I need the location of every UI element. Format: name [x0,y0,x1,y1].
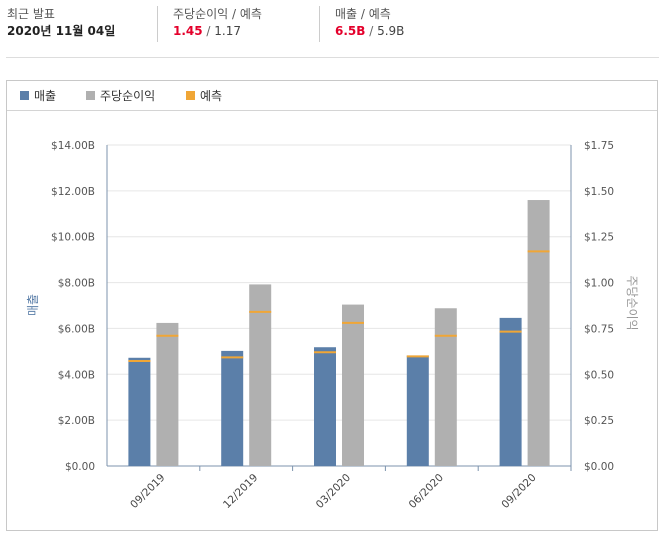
earnings-summary: 최근 발표 2020년 11월 04일 주당순이익 / 예측 1.45 / 1.… [0,0,667,58]
y-right-tick-label: $1.25 [584,232,614,244]
latest-report: 최근 발표 2020년 11월 04일 [7,6,115,39]
summary-divider [6,57,659,58]
eps-summary: 주당순이익 / 예측 1.45 / 1.17 [173,6,262,39]
y-left-tick-label: $8.00B [58,278,95,290]
y-right-tick-label: $0.50 [584,369,614,381]
y-left-tick-label: $2.00B [58,415,95,427]
y-right-tick-label: $1.75 [584,140,614,152]
y-left-tick-label: $0.00 [65,461,95,473]
legend-item-eps[interactable]: 주당순이익 [86,89,155,103]
latest-report-date: 2020년 11월 04일 [7,24,116,38]
x-tick-label: 12/2019 [221,472,260,511]
eps-summary-label: 주당순이익 / 예측 [173,7,262,21]
revenue-bar [406,355,429,466]
revenue-summary: 매출 / 예측 6.5B / 5.9B [335,6,404,39]
y-right-tick-label: $1.00 [584,278,614,290]
revenue-bar [128,357,151,466]
revenue-separator: / [365,24,378,38]
legend-swatch-forecast [186,91,195,100]
eps-bar [527,200,550,466]
x-tick-label: 06/2020 [407,472,446,511]
y-right-axis-title: 주당순이익 [625,275,639,330]
legend-item-revenue[interactable]: 매출 [20,89,56,103]
revenue-estimate: 5.9B [377,24,405,38]
revenue-bar [221,350,244,466]
revenue-summary-label: 매출 / 예측 [335,7,391,21]
y-right-tick-label: $0.25 [584,415,614,427]
chart-legend: 매출 주당순이익 예측 [7,81,657,111]
y-right-tick-label: $1.50 [584,186,614,198]
legend-swatch-revenue [20,91,29,100]
eps-separator: / [202,24,215,38]
revenue-bar [314,347,336,466]
legend-label-revenue: 매출 [34,89,57,103]
x-tick-label: 09/2019 [128,472,167,511]
eps-bar [434,308,457,466]
eps-estimate: 1.17 [214,24,241,38]
divider [319,6,320,42]
y-right-tick-label: $0.75 [584,323,614,335]
eps-bar [156,322,179,466]
revenue-actual: 6.5B [335,24,366,38]
divider [157,6,158,42]
y-left-tick-label: $6.00B [58,323,95,335]
y-right-tick-label: $0.00 [584,461,614,473]
legend-label-eps: 주당순이익 [100,89,156,103]
legend-item-forecast[interactable]: 예측 [186,89,222,103]
legend-swatch-eps [86,91,95,100]
y-left-tick-label: $12.00B [51,186,95,198]
revenue-bar [499,317,522,466]
eps-actual: 1.45 [173,24,203,38]
eps-bar [249,284,272,466]
y-left-tick-label: $10.00B [51,232,95,244]
x-tick-label: 03/2020 [314,472,353,511]
y-left-axis-title: 매출 [26,294,40,316]
latest-report-label: 최근 발표 [7,7,55,21]
eps-bar [342,304,364,466]
x-tick-label: 09/2020 [499,472,538,511]
y-left-tick-label: $4.00B [58,369,95,381]
y-left-tick-label: $14.00B [51,140,95,152]
legend-label-forecast: 예측 [200,89,223,103]
